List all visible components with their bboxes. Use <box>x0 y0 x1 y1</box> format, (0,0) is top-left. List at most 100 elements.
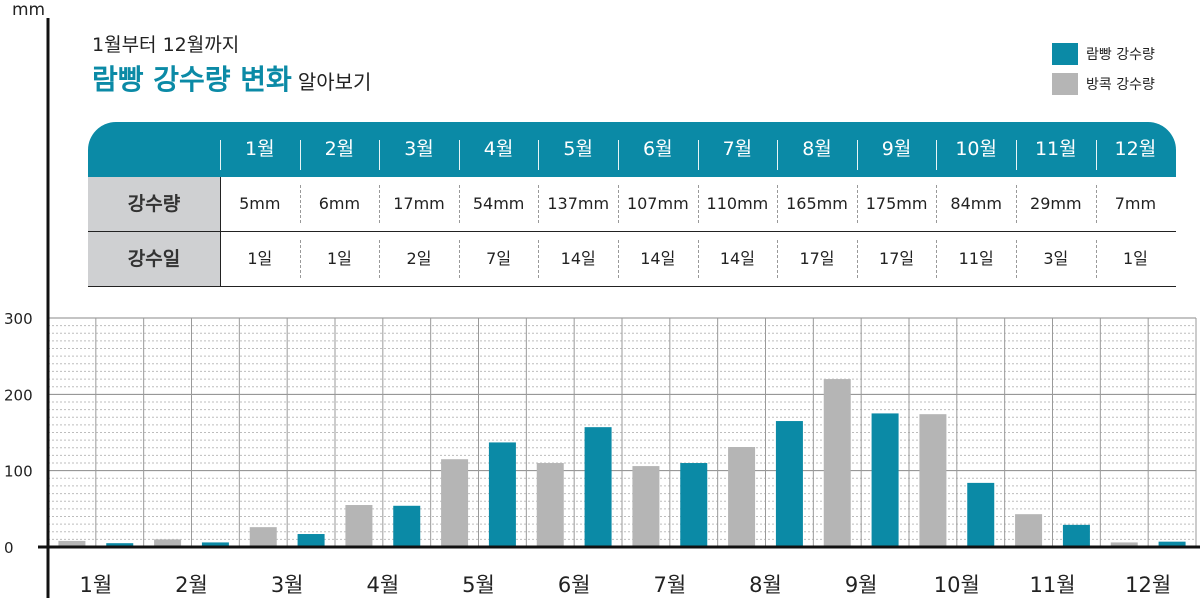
cell-separator <box>777 185 779 223</box>
cell-separator <box>936 185 938 223</box>
bar-lampang <box>106 543 134 547</box>
table-cell: 137mm <box>547 194 610 213</box>
header-separator <box>1016 140 1017 170</box>
header-separator <box>697 140 699 170</box>
bar-bangkok <box>632 466 660 547</box>
table-cell: 11일 <box>958 249 994 268</box>
x-tick-label: 4월 <box>366 573 399 597</box>
bar-bangkok <box>154 539 182 547</box>
table-row-rainfall: 강수량 5mm 6mm 17mm 54mm 137mm 107mm 110mm 165mm 17… <box>88 177 1176 232</box>
table-cell: 17일 <box>879 249 915 268</box>
table-month-header: 3월 <box>404 138 434 160</box>
cell-separator <box>618 185 619 223</box>
bar-bangkok <box>1110 542 1138 547</box>
cell-separator <box>777 240 779 278</box>
x-tick-label: 10월 <box>934 573 980 597</box>
legend: 람빵 강수량 방콕 강수량 <box>1052 42 1155 102</box>
table-month-header: 4월 <box>483 138 514 160</box>
bar-lampang <box>201 542 229 547</box>
cell-separator <box>1016 185 1017 223</box>
x-tick-label: 11월 <box>1029 573 1075 597</box>
bar-lampang <box>1062 524 1090 547</box>
legend-item-lampang: 람빵 강수량 <box>1052 42 1155 66</box>
y-tick-label: 300 <box>4 310 33 328</box>
table-row-rain-days: 강수일 1일 1일 2일 7일 14일 14일 14일 17일 17일 11일 3일 1일 <box>88 232 1176 287</box>
cell-separator <box>458 240 460 278</box>
bar-bangkok <box>1015 514 1043 547</box>
table-cell: 14일 <box>640 249 676 268</box>
table-cell: 84mm <box>950 194 1002 213</box>
cell-separator <box>1095 185 1097 223</box>
table-month-header: 9월 <box>881 138 912 160</box>
x-tick-label: 2월 <box>175 573 208 597</box>
x-tick-label: 12월 <box>1125 573 1171 597</box>
table-month-header: 10월 <box>955 138 998 160</box>
legend-label-bangkok: 방콕 강수량 <box>1086 77 1155 93</box>
bar-lampang <box>584 427 612 547</box>
table-cell: 14일 <box>560 249 596 268</box>
table-cell: 110mm <box>706 194 769 213</box>
bar-bangkok <box>728 447 756 547</box>
table-cell: 17일 <box>799 249 835 268</box>
chart-title: 람빵 강수량 변화 <box>92 63 292 96</box>
table-header: 1월 2월 3월 4월 5월 6월 7월 8월 9월 10월 11월 12월 <box>88 122 1176 177</box>
cell-separator <box>697 185 699 223</box>
row-header-rainfall: 강수량 <box>88 177 221 231</box>
table-month-header: 12월 <box>1114 138 1157 160</box>
header-separator <box>777 140 779 170</box>
table-cell: 17mm <box>393 194 445 213</box>
bar-bangkok <box>249 527 277 547</box>
table-month-header: 5월 <box>563 138 593 160</box>
bar-bangkok <box>536 463 564 547</box>
x-tick-label: 1월 <box>79 573 112 597</box>
header-separator <box>220 140 221 170</box>
header-separator <box>299 140 301 170</box>
legend-item-bangkok: 방콕 강수량 <box>1052 72 1155 96</box>
x-tick-label: 8월 <box>749 573 782 597</box>
table-month-header: 6월 <box>643 138 673 160</box>
cell-separator <box>697 240 699 278</box>
table-cell: 3일 <box>1043 249 1069 268</box>
table-cell: 14일 <box>719 249 755 268</box>
table-month-header: 11월 <box>1034 138 1077 160</box>
legend-swatch-lampang <box>1052 43 1078 65</box>
header-separator <box>538 140 540 170</box>
table-cell: 54mm <box>472 194 525 213</box>
bar-bangkok <box>441 459 469 547</box>
bar-lampang <box>297 534 325 547</box>
table-cell: 1일 <box>247 249 273 268</box>
y-tick-label: 0 <box>4 539 14 557</box>
cell-separator <box>379 240 381 278</box>
cell-separator <box>299 185 301 223</box>
x-tick-label: 7월 <box>653 573 686 597</box>
unit-label: mm <box>12 0 46 20</box>
table-month-header: 7월 <box>722 138 753 160</box>
bar-lampang <box>967 482 995 547</box>
table-cell: 1일 <box>326 249 352 268</box>
cell-separator <box>538 185 540 223</box>
chart-subtitle: 1월부터 12월까지 <box>92 34 240 56</box>
header-separator <box>379 140 381 170</box>
x-tick-label: 9월 <box>845 573 878 597</box>
bar-bangkok <box>919 414 947 547</box>
bar-lampang <box>680 463 708 547</box>
bar-lampang <box>871 413 899 547</box>
cell-separator <box>538 240 540 278</box>
cell-separator <box>458 185 460 223</box>
bar-lampang <box>393 505 421 547</box>
table-cell: 7일 <box>486 249 512 268</box>
table-month-header: 8월 <box>802 138 832 160</box>
table-month-header: 1월 <box>245 138 275 160</box>
bar-bangkok <box>823 379 851 547</box>
table-cell: 107mm <box>626 194 689 213</box>
chart-title-suffix: 알아보기 <box>297 70 372 94</box>
title-row: 람빵 강수량 변화 알아보기 <box>92 58 371 98</box>
table-cell: 175mm <box>865 194 928 213</box>
table-cell: 5mm <box>239 194 281 213</box>
header-separator <box>936 140 938 170</box>
x-tick-label: 3월 <box>271 573 304 597</box>
cell-separator <box>856 185 858 223</box>
cell-separator <box>856 240 858 278</box>
table-cell: 1일 <box>1122 249 1148 268</box>
